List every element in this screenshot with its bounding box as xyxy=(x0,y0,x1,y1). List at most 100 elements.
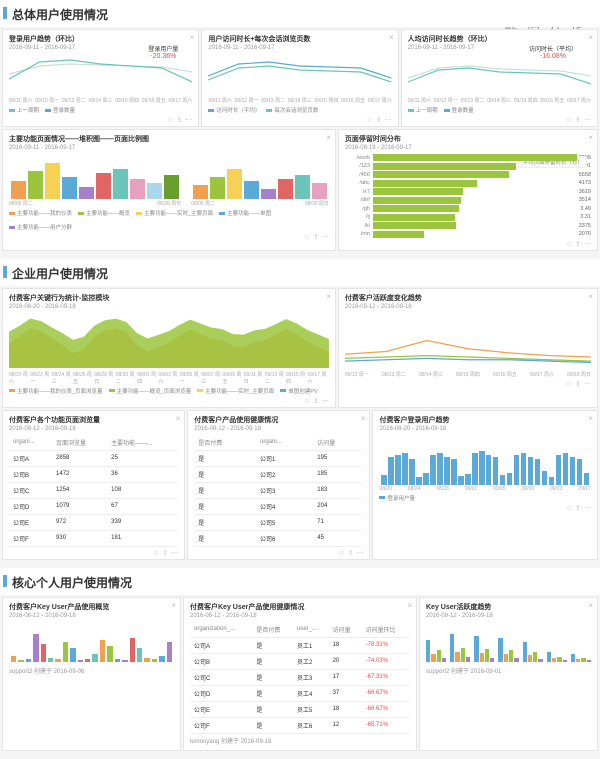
card-title: 付费客户活跃度变化趋势 xyxy=(345,293,591,303)
more-icon[interactable]: ⋯ xyxy=(584,504,591,512)
more-icon[interactable]: ⋯ xyxy=(385,116,392,124)
hbar-row: /ij 3.31 xyxy=(345,214,591,221)
star-icon[interactable]: ☆ xyxy=(566,380,572,388)
share-icon[interactable]: ⇪ xyxy=(313,233,319,241)
card-date: 2016-09-12 - 2016-09-18 xyxy=(345,304,591,310)
star-icon[interactable]: ☆ xyxy=(167,116,173,124)
close-icon[interactable]: × xyxy=(176,414,181,423)
line-chart xyxy=(9,54,192,96)
line-chart xyxy=(408,54,591,96)
card-keyuser-overview: 付费客户Key User产品使用概览 × 2016-08-12 - 2016-0… xyxy=(2,597,181,751)
hbar-row: /def 3514 xyxy=(345,197,591,204)
more-icon[interactable]: ⋯ xyxy=(171,549,178,557)
more-icon[interactable]: ⋯ xyxy=(322,397,329,405)
hbar-row: /x7 3619 xyxy=(345,188,591,195)
card-avg-visit: 人均访问时长趋势（环比） × 2016-09-11 - 2016-09-17访问… xyxy=(401,29,598,127)
table-row[interactable]: 是公司3183 xyxy=(194,482,363,498)
close-icon[interactable]: × xyxy=(171,601,176,610)
table-row[interactable]: 公司E是员工518-66.67% xyxy=(190,701,410,717)
share-icon[interactable]: ⇪ xyxy=(176,116,182,124)
close-icon[interactable]: × xyxy=(588,414,593,423)
table-row[interactable]: 公司B147236 xyxy=(9,466,178,482)
area-chart xyxy=(9,313,329,370)
share-icon[interactable]: ⇪ xyxy=(575,240,581,248)
close-icon[interactable]: × xyxy=(588,292,593,301)
x-axis: 08/20 周六08/22 周一08/24 周三08/26 周五08/28 周日… xyxy=(9,371,329,385)
table-row[interactable]: 是公司4204 xyxy=(194,498,363,514)
table-row[interactable]: 是公司2185 xyxy=(194,466,363,482)
table-row[interactable]: 是公司645 xyxy=(194,530,363,546)
share-icon[interactable]: ⇪ xyxy=(162,549,168,557)
card-feature-pages: 主要功能页面情况——堆积图——页面比例图 × 2016-09-11 - 2016… xyxy=(2,129,336,251)
card-keyuser-active: Key User活跃度趋势 × 2016-09-12 - 2016-09-18s… xyxy=(419,597,598,751)
share-icon[interactable]: ⇪ xyxy=(348,549,354,557)
card-title: Key User活跃度趋势 xyxy=(426,602,591,612)
table-row[interactable]: 是公司571 xyxy=(194,514,363,530)
close-icon[interactable]: × xyxy=(190,33,195,42)
hbar-row: /abc 4173 xyxy=(345,180,591,187)
close-icon[interactable]: × xyxy=(326,292,331,301)
card-title: 人均访问时长趋势（环比） xyxy=(408,34,591,44)
card-paid-health: 付费客户产品使用健康情况 × 2016-08-12 - 2016-09-18是否… xyxy=(187,410,370,560)
legend: 访问时长（平均）每次会话浏览页数 xyxy=(208,106,391,114)
close-icon[interactable]: × xyxy=(389,33,394,42)
card-date: 2016-08-12 - 2016-09-18 xyxy=(190,613,410,619)
share-icon[interactable]: ⇪ xyxy=(313,397,319,405)
card-paid-active: 付费客户活跃度变化趋势 × 2016-09-12 - 2016-09-1809/… xyxy=(338,288,598,408)
card-paid-behavior: 付费客户关键行为统计-监控模块 × 2016-08-20 - 2016-09-1… xyxy=(2,288,336,408)
bar-chart xyxy=(9,154,181,199)
card-title: 付费客户产品使用健康情况 xyxy=(194,415,363,425)
card-paid-login: 付费客户登录用户趋势 × 2016-08-20 - 2016-09-1808/2… xyxy=(372,410,598,560)
more-icon[interactable]: ⋯ xyxy=(322,233,329,241)
table-row[interactable]: 公司C1254108 xyxy=(9,482,178,498)
table-row[interactable]: 公司B是员工220-74.03% xyxy=(190,653,410,669)
star-icon[interactable]: ☆ xyxy=(566,116,572,124)
star-icon[interactable]: ☆ xyxy=(304,397,310,405)
share-icon[interactable]: ⇪ xyxy=(376,116,382,124)
table-row[interactable]: 公司F930181 xyxy=(9,530,178,546)
close-icon[interactable]: × xyxy=(326,133,331,142)
more-icon[interactable]: ⋯ xyxy=(584,116,591,124)
table-row[interactable]: 公司D107967 xyxy=(9,498,178,514)
table-row[interactable]: 公司A是员工118-78.31% xyxy=(190,637,410,653)
card-title: 主要功能页面情况——堆积图——页面比例图 xyxy=(9,134,329,144)
star-icon[interactable]: ☆ xyxy=(153,549,159,557)
more-icon[interactable]: ⋯ xyxy=(584,380,591,388)
table-row[interactable]: 公司E972339 xyxy=(9,514,178,530)
star-icon[interactable]: ☆ xyxy=(304,233,310,241)
close-icon[interactable]: × xyxy=(361,414,366,423)
hbar-row: /456 5558 xyxy=(345,171,591,178)
close-icon[interactable]: × xyxy=(588,601,593,610)
card-title: 登录用户趋势（环比） xyxy=(9,34,192,44)
table-row[interactable]: 公司D是员工437-66.67% xyxy=(190,685,410,701)
star-icon[interactable]: ☆ xyxy=(338,549,344,557)
close-icon[interactable]: × xyxy=(588,33,593,42)
bar-chart xyxy=(379,435,591,485)
close-icon[interactable]: × xyxy=(407,601,412,610)
star-icon[interactable]: ☆ xyxy=(566,504,572,512)
share-icon[interactable]: ⇪ xyxy=(575,380,581,388)
legend: 主要功能——我的仪表_页面浏览量主要功能——概览_页面浏览量主要功能——实时_主… xyxy=(9,387,329,395)
table-row[interactable]: 是公司1195 xyxy=(194,450,363,466)
more-icon[interactable]: ⋯ xyxy=(185,116,192,124)
hbar-row: /gh 3.49 xyxy=(345,205,591,212)
star-icon[interactable]: ☆ xyxy=(367,116,373,124)
share-icon[interactable]: ⇪ xyxy=(575,504,581,512)
hbar-row: /work 8209 xyxy=(345,154,591,161)
card-dwell-time: 页面停留时间分布 × 2016-08-19 - 2016-09-17平均页面停留… xyxy=(338,129,598,251)
card-date: 2016-08-12 - 2016-09-18 xyxy=(9,613,174,619)
close-icon[interactable]: × xyxy=(588,133,593,142)
table-row[interactable]: 公司F是员工612-65.71% xyxy=(190,717,410,733)
card-date: 2016-09-12 - 2016-09-18 xyxy=(426,613,591,619)
card-title: 付费客户各个功能页面浏览量 xyxy=(9,415,178,425)
more-icon[interactable]: ⋯ xyxy=(584,240,591,248)
star-icon[interactable]: ☆ xyxy=(566,240,572,248)
table-row[interactable]: 公司A285825 xyxy=(9,450,178,466)
data-table: organization_...是否付费user_...访问量访问量环比公司A是… xyxy=(190,622,410,734)
section-title: 核心个人用户使用情况 xyxy=(0,568,600,595)
more-icon[interactable]: ⋯ xyxy=(356,549,363,557)
share-icon[interactable]: ⇪ xyxy=(575,116,581,124)
table-row[interactable]: 公司C是员工317-67.31% xyxy=(190,669,410,685)
card-login-trend: 登录用户趋势（环比） × 2016-09-11 - 2016-09-17登录用户… xyxy=(2,29,199,127)
card-title: 付费客户Key User产品使用概览 xyxy=(9,602,174,612)
